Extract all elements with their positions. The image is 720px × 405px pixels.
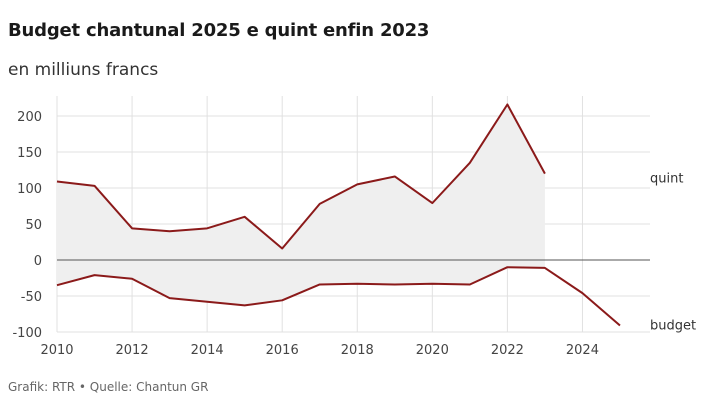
- y-tick-label: 0: [34, 254, 42, 269]
- series-label-budget: budget: [650, 319, 696, 334]
- series-line-budget: [56, 266, 621, 327]
- chart-subtitle: en milliuns francs: [8, 60, 159, 80]
- x-tick-label: 2016: [266, 343, 299, 358]
- x-tick-label: 2022: [491, 343, 524, 358]
- x-tick-label: 2014: [191, 343, 224, 358]
- y-tick-label: 50: [25, 218, 42, 233]
- x-tick-label: 2018: [341, 343, 374, 358]
- x-tick-label: 2012: [116, 343, 149, 358]
- series-label-quint: quint: [650, 172, 683, 187]
- series-line-quint: [56, 103, 546, 250]
- x-tick-label: 2020: [416, 343, 449, 358]
- x-tick-label: 2010: [40, 343, 73, 358]
- shaded-gap-area: [57, 104, 545, 306]
- source-note: Grafik: RTR • Quelle: Chantun GR: [8, 380, 209, 394]
- y-tick-label: 100: [17, 182, 42, 197]
- y-tick-label: 150: [17, 146, 42, 161]
- y-tick-label: -50: [21, 290, 42, 305]
- chart-title: Budget chantunal 2025 e quint enfin 2023: [8, 20, 430, 41]
- x-tick-label: 2024: [566, 343, 599, 358]
- y-tick-label: -100: [12, 326, 42, 341]
- y-tick-label: 200: [17, 110, 42, 125]
